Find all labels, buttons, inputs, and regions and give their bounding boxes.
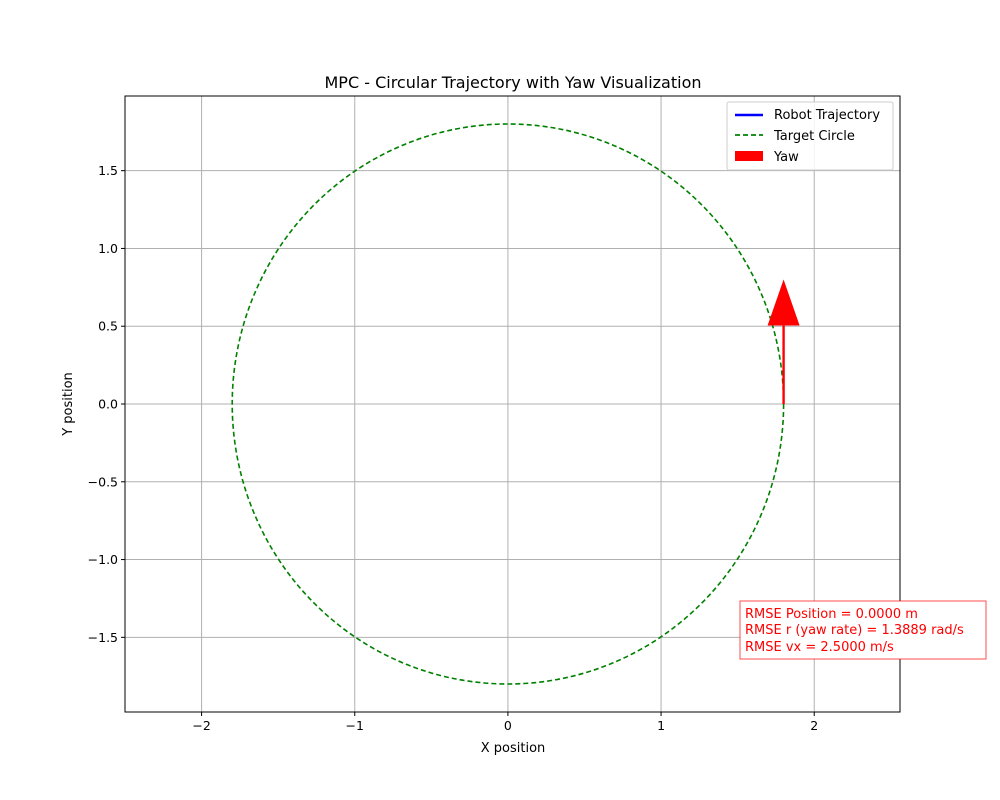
x-tick-label: −2: [192, 718, 210, 733]
x-axis-label: X position: [481, 741, 546, 756]
legend-label-robot-trajectory: Robot Trajectory: [774, 108, 880, 123]
rmse-yaw-rate-text: RMSE r (yaw rate) = 1.3889 rad/s: [745, 623, 964, 638]
yaw-arrow-head: [767, 279, 800, 326]
x-tick-label: −1: [346, 718, 364, 733]
yaw-arrow-shaft: [782, 325, 785, 404]
y-axis-ticks: −1.5 −1.0 −0.5 0.0 0.5 1.0 1.5: [88, 163, 125, 645]
legend: Robot Trajectory Target Circle Yaw: [726, 101, 894, 171]
chart-title: MPC - Circular Trajectory with Yaw Visua…: [325, 73, 702, 92]
y-tick-label: 0.0: [98, 397, 118, 412]
rmse-position-text: RMSE Position = 0.0000 m: [745, 607, 918, 622]
y-tick-label: 1.5: [98, 163, 118, 178]
y-tick-label: −1.0: [88, 552, 118, 567]
y-tick-label: −0.5: [88, 474, 118, 489]
x-tick-label: 1: [657, 718, 665, 733]
y-axis-label: Y position: [61, 372, 76, 437]
rmse-vx-text: RMSE vx = 2.5000 m/s: [745, 640, 894, 655]
x-tick-label: 0: [504, 718, 512, 733]
rmse-annotation-box: [739, 600, 987, 660]
legend-label-target-circle: Target Circle: [773, 129, 855, 144]
rmse-annotation: RMSE Position = 0.0000 m RMSE r (yaw rat…: [739, 600, 987, 660]
legend-label-yaw: Yaw: [773, 150, 799, 165]
y-tick-label: 0.5: [98, 319, 118, 334]
y-tick-label: 1.0: [98, 241, 118, 256]
legend-handle-yaw: [735, 151, 763, 161]
x-tick-label: 2: [810, 718, 818, 733]
yaw-arrow: [767, 279, 800, 404]
legend-box: [726, 101, 894, 171]
y-tick-label: −1.5: [88, 630, 118, 645]
grid: [125, 96, 900, 712]
x-axis-ticks: −2 −1 0 1 2: [192, 712, 818, 733]
